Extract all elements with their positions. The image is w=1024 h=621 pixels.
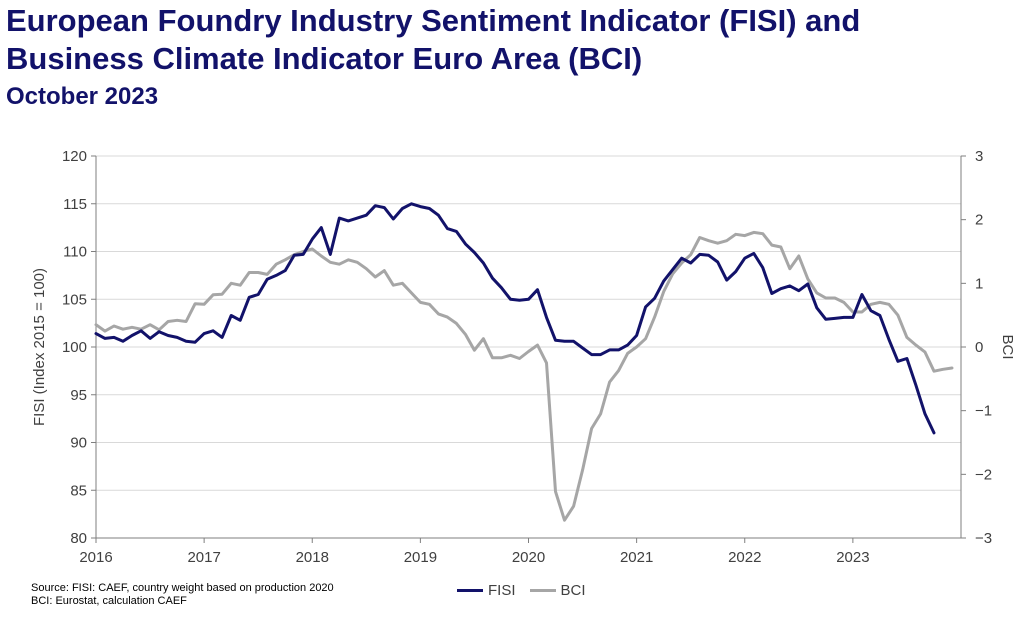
y-tick-label: 115 <box>63 196 87 213</box>
x-tick-label: 2019 <box>404 549 437 566</box>
y-tick-label: 120 <box>62 148 87 165</box>
x-tick-label: 2018 <box>296 549 329 566</box>
labels-layer: 80 85 90 95 100 105 110 115 120 −3 −2 −1 0 1 2 3 2016 201… <box>31 148 1016 566</box>
y-tick-label: 80 <box>70 530 87 547</box>
y-tick-label: 90 <box>70 435 87 452</box>
y-tick-label: 85 <box>70 482 87 499</box>
x-tick-label: 2022 <box>728 549 761 566</box>
legend-label: BCI <box>560 582 586 599</box>
x-tick-label: 2016 <box>79 549 112 566</box>
x-tick-label: 2020 <box>512 549 545 566</box>
grid-layer <box>96 155 961 491</box>
series-line-bci <box>94 230 954 522</box>
y2-tick-label: −3 <box>975 530 992 547</box>
chart-subtitle: October 2023 <box>6 83 159 110</box>
chart-title: European Foundry Industry Sentiment Indi… <box>6 2 860 78</box>
source-line1: Source: FISI: CAEF, country weight based… <box>31 582 334 594</box>
x-tick-label: 2023 <box>836 549 869 566</box>
y-tick-label: 105 <box>62 291 87 308</box>
y2-tick-label: −1 <box>975 403 992 420</box>
series-layer <box>94 202 954 522</box>
chart-title-line2: Business Climate Indicator Euro Area (BC… <box>6 41 643 76</box>
legend-swatch <box>457 589 483 592</box>
x-tick-label: 2017 <box>187 549 220 566</box>
legend-swatch <box>529 589 556 592</box>
y-tick-label: 110 <box>63 244 87 261</box>
y-axis-title: FISI (Index 2015 = 100) <box>31 268 48 426</box>
legend-item-fisi: FISI <box>457 582 516 599</box>
chart-title-line1: European Foundry Industry Sentiment Indi… <box>6 3 861 38</box>
y2-tick-label: 1 <box>975 275 983 292</box>
y2-tick-label: 3 <box>975 148 983 165</box>
legend-item-bci: BCI <box>529 582 586 599</box>
series-line-fisi <box>94 202 936 435</box>
y2-tick-label: 0 <box>975 339 983 356</box>
y2-tick-label: −2 <box>975 466 992 483</box>
y2-tick-label: 2 <box>975 212 983 229</box>
y-tick-label: 95 <box>70 387 87 404</box>
source-note: Source: FISI: CAEF, country weight based… <box>31 582 334 608</box>
source-line2: BCI: Eurostat, calculation CAEF <box>31 595 187 607</box>
x-tick-label: 2021 <box>620 549 653 566</box>
y2-axis-title: BCI <box>999 334 1016 359</box>
legend-label: FISI <box>488 582 516 599</box>
legend: FISI BCI <box>457 582 600 599</box>
y-tick-label: 100 <box>62 339 87 356</box>
axes-layer <box>91 155 966 543</box>
